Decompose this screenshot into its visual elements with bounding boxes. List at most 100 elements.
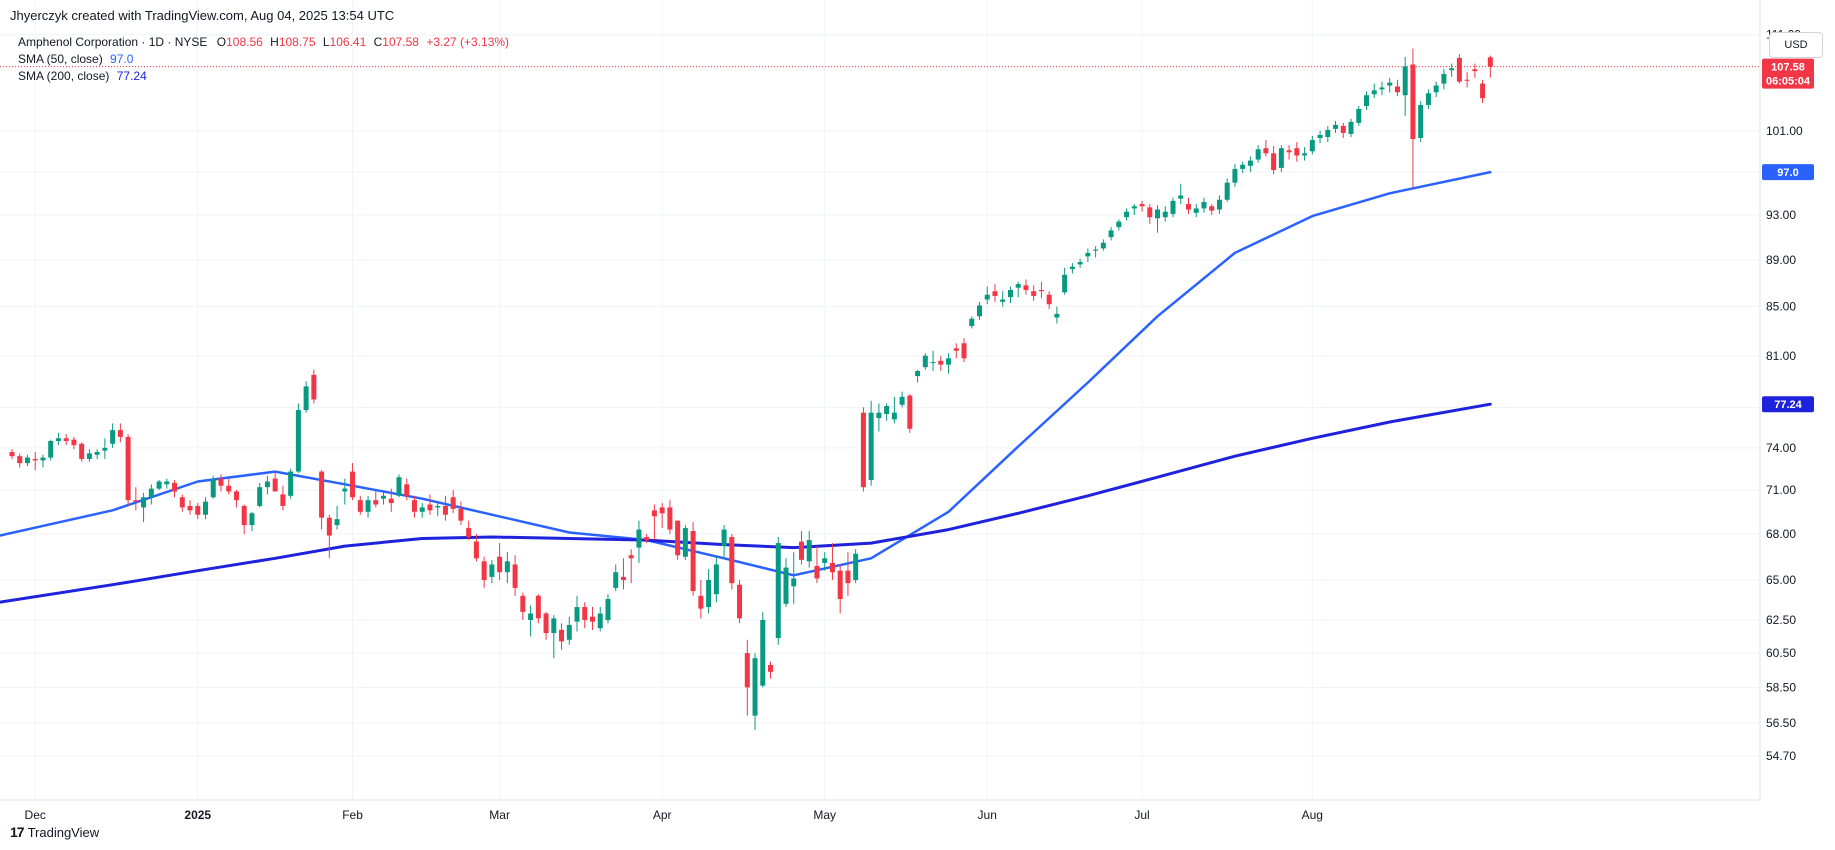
candle[interactable] [822,552,828,571]
candle[interactable] [311,369,317,404]
candle[interactable] [442,495,448,521]
candle[interactable] [55,432,61,446]
tradingview-logo[interactable]: 17 TradingView [10,824,99,840]
candle[interactable] [1441,69,1447,90]
candle[interactable] [71,436,77,450]
candle[interactable] [1247,156,1253,173]
candle[interactable] [1077,258,1083,268]
candle[interactable] [1364,91,1369,110]
candle[interactable] [528,605,534,637]
candle[interactable] [814,546,820,584]
candle[interactable] [195,503,201,520]
candle[interactable] [280,485,286,511]
candle[interactable] [1201,197,1207,213]
candle[interactable] [613,564,619,592]
candle[interactable] [605,594,611,624]
candle[interactable] [837,564,843,614]
candle[interactable] [1410,48,1416,188]
candle[interactable] [125,434,131,506]
candle[interactable] [1278,145,1284,173]
candle[interactable] [977,301,982,320]
candle[interactable] [1178,183,1184,205]
candle[interactable] [798,531,804,565]
candle[interactable] [566,616,572,645]
candle[interactable] [489,559,495,584]
candle[interactable] [667,500,673,535]
candle[interactable] [543,611,549,640]
candle[interactable] [319,470,325,530]
candle[interactable] [148,484,154,505]
candle[interactable] [946,353,952,374]
candle[interactable] [264,475,270,495]
candle[interactable] [1309,135,1315,155]
candle[interactable] [845,552,851,596]
candle[interactable] [1185,197,1191,214]
candle[interactable] [172,480,178,498]
candle[interactable] [775,537,781,645]
candle[interactable] [381,491,387,505]
candle[interactable] [729,534,735,590]
candle[interactable] [1371,83,1377,99]
candle[interactable] [512,555,518,596]
candle[interactable] [1348,118,1354,137]
time-axis[interactable]: Dec 2025 Feb Mar Apr May Jun Jul Aug [25,808,1323,822]
candle[interactable] [1340,122,1346,138]
candle[interactable] [203,497,208,520]
candle[interactable] [9,449,15,459]
candle[interactable] [1031,285,1037,301]
candle[interactable] [969,316,975,329]
candle[interactable] [404,478,410,501]
candle[interactable] [1054,306,1060,324]
candle[interactable] [713,556,719,603]
candle[interactable] [257,482,263,508]
candle[interactable] [651,504,657,541]
candle[interactable] [992,284,998,302]
candle[interactable] [768,661,774,679]
candle[interactable] [388,488,394,512]
candle[interactable] [272,471,278,492]
candle[interactable] [1232,163,1238,187]
candle[interactable] [675,520,681,560]
candle[interactable] [396,474,402,498]
candle[interactable] [1387,77,1393,93]
candle[interactable] [1487,55,1493,78]
candle[interactable] [1170,197,1176,218]
candle[interactable] [1216,195,1222,214]
candle[interactable] [582,602,588,629]
candle[interactable] [737,580,743,624]
candle[interactable] [1402,56,1408,116]
candle[interactable] [938,355,944,371]
candle[interactable] [690,522,696,596]
candle[interactable] [226,478,232,495]
candle[interactable] [1480,79,1486,104]
candle[interactable] [288,468,294,499]
candle[interactable] [365,495,371,518]
candle[interactable] [1108,227,1114,241]
candle[interactable] [357,495,363,515]
candle[interactable] [868,400,874,486]
candle[interactable] [218,474,224,492]
candle[interactable] [1240,161,1246,174]
candle[interactable] [187,500,193,515]
candle[interactable] [636,520,642,563]
candle[interactable] [141,492,147,523]
candle[interactable] [520,592,526,620]
candle[interactable] [1286,145,1292,160]
candle[interactable] [1418,101,1424,143]
candle[interactable] [1433,81,1439,98]
candle[interactable] [79,442,85,462]
candle[interactable] [17,453,23,468]
candle[interactable] [1302,147,1308,161]
candle[interactable] [63,434,69,446]
currency-button[interactable]: USD [1769,32,1823,58]
candle[interactable] [1379,81,1385,96]
candle[interactable] [1124,208,1130,221]
candle[interactable] [1062,267,1068,295]
candle[interactable] [922,353,928,370]
candle[interactable] [411,495,417,518]
candle[interactable] [1093,246,1099,258]
candle[interactable] [32,452,38,471]
candle[interactable] [1472,63,1478,78]
candle[interactable] [326,514,332,559]
